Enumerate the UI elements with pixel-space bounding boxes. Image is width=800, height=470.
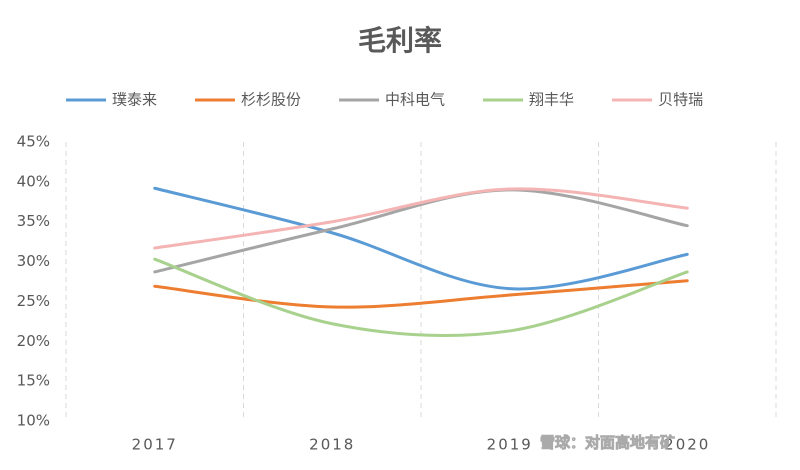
x-tick-label: 2020 xyxy=(664,436,710,454)
series-line xyxy=(153,186,689,291)
y-tick-label: 40% xyxy=(17,172,50,190)
series-line xyxy=(153,257,689,338)
y-tick-label: 15% xyxy=(17,372,50,390)
y-tick-label: 30% xyxy=(17,252,50,270)
x-tick-label: 2019 xyxy=(487,436,533,454)
series-line xyxy=(153,187,689,250)
y-tick-label: 10% xyxy=(17,412,50,430)
watermark: 雪球：对面高地有矿 xyxy=(540,434,675,452)
x-tick-label: 2018 xyxy=(309,436,355,454)
y-tick-label: 25% xyxy=(17,292,50,310)
legend-label: 翔丰华 xyxy=(529,91,574,109)
legend-label: 璞泰来 xyxy=(112,91,157,109)
y-tick-label: 45% xyxy=(17,133,50,151)
series-line xyxy=(153,188,689,274)
legend-label: 杉杉股份 xyxy=(241,91,301,109)
y-tick-label: 35% xyxy=(17,212,50,230)
legend-label: 中科电气 xyxy=(385,91,445,109)
chart-title: 毛利率 xyxy=(358,24,442,57)
y-tick-label: 20% xyxy=(17,332,50,350)
series-line xyxy=(153,279,689,309)
x-tick-label: 2017 xyxy=(132,436,178,454)
legend-label: 贝特瑞 xyxy=(658,91,703,109)
